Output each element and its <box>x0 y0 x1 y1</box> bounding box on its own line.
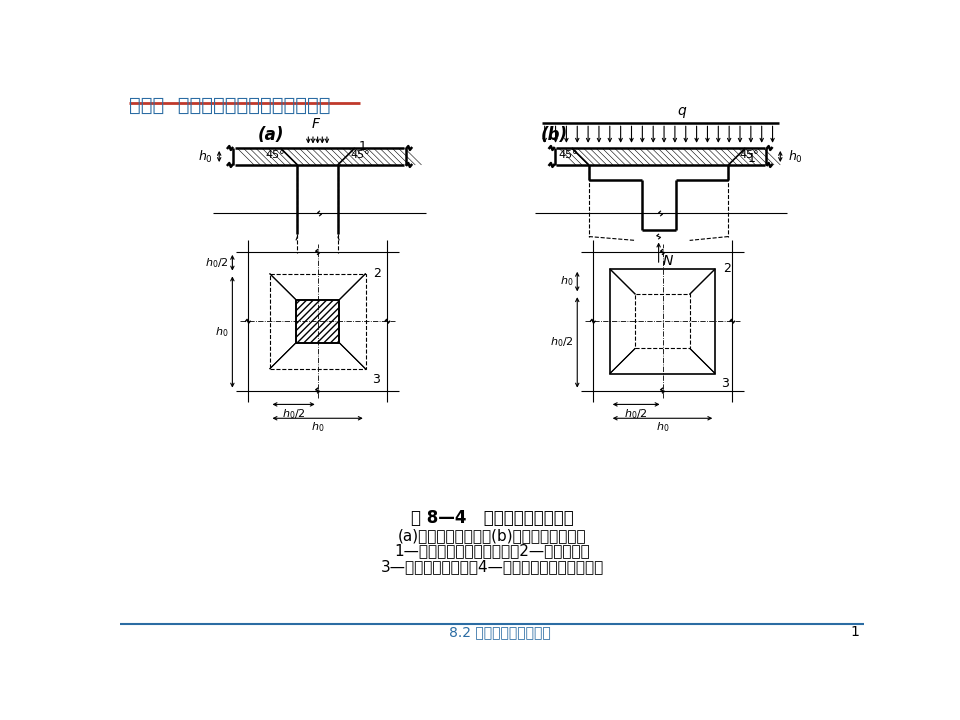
Bar <box>296 300 339 343</box>
Text: 45°: 45° <box>739 150 758 160</box>
Text: $h_0/2$: $h_0/2$ <box>204 256 228 269</box>
Text: 图 8—4   板受冲切承载力计算: 图 8—4 板受冲切承载力计算 <box>411 509 573 527</box>
Text: $h_0$: $h_0$ <box>311 420 324 434</box>
Text: 2: 2 <box>373 267 381 280</box>
Text: $h_0$: $h_0$ <box>560 275 573 289</box>
Text: 第八章  钉筋混凝土受冲切构件承载力: 第八章 钉筋混凝土受冲切构件承载力 <box>130 96 331 115</box>
Text: 2: 2 <box>723 262 731 275</box>
Bar <box>296 300 339 343</box>
Bar <box>610 269 715 374</box>
Text: 3—临界截面的周长；4—冲切破坏锥体的底面线。: 3—临界截面的周长；4—冲切破坏锥体的底面线。 <box>380 559 604 574</box>
Text: (b): (b) <box>540 127 567 145</box>
Text: $h_0$: $h_0$ <box>788 148 803 164</box>
Bar <box>270 274 366 369</box>
Text: $N$: $N$ <box>662 254 675 268</box>
Text: 3: 3 <box>372 373 380 386</box>
Text: 1: 1 <box>851 626 859 639</box>
Text: 45°: 45° <box>350 150 370 160</box>
Text: 1: 1 <box>748 152 756 165</box>
Text: 45°: 45° <box>559 150 578 160</box>
Text: $h_0$: $h_0$ <box>215 325 228 339</box>
Bar <box>636 294 689 348</box>
Text: 3: 3 <box>721 377 730 390</box>
Text: 1—冲切破坏锥体的斜截面；2—临界截面；: 1—冲切破坏锥体的斜截面；2—临界截面； <box>395 544 589 559</box>
Text: $h_0$: $h_0$ <box>656 420 669 434</box>
Text: 45°: 45° <box>266 150 285 160</box>
Text: $q$: $q$ <box>677 104 687 120</box>
Text: $h_0/2$: $h_0/2$ <box>550 336 573 349</box>
Text: (a): (a) <box>258 127 284 145</box>
Text: 8.2 冲切破坏承载力计算: 8.2 冲切破坏承载力计算 <box>449 626 551 639</box>
Text: $h_0/2$: $h_0/2$ <box>624 407 648 420</box>
Text: (a)局部荷载作用下；(b)集中反力作用下。: (a)局部荷载作用下；(b)集中反力作用下。 <box>397 528 587 543</box>
Text: $h_0/2$: $h_0/2$ <box>282 407 305 420</box>
Text: 1: 1 <box>359 140 367 153</box>
Text: $h_0$: $h_0$ <box>198 148 213 164</box>
Text: $F$: $F$ <box>311 117 322 131</box>
